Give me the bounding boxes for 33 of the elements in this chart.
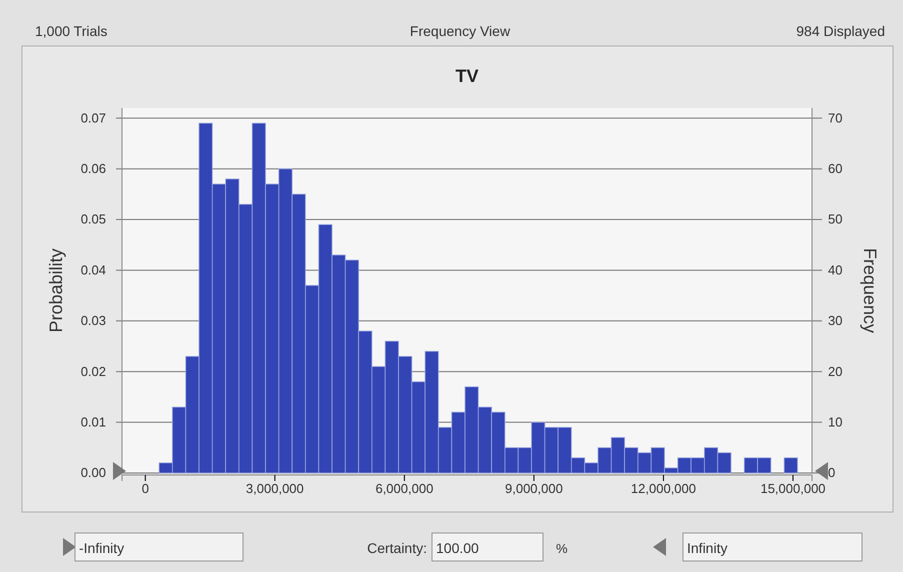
x-tick-label: 9,000,000 bbox=[505, 481, 563, 496]
y-tick-label: 0.03 bbox=[80, 313, 106, 328]
x-tick-label: 15,000,000 bbox=[760, 481, 826, 496]
y-tick-label: 0.04 bbox=[80, 262, 106, 278]
x-tick-label: 12,000,000 bbox=[630, 481, 696, 496]
y2-tick-label: 30 bbox=[828, 313, 842, 328]
y2-tick-label: 0 bbox=[828, 465, 836, 480]
y-tick-label: 0.07 bbox=[80, 110, 106, 126]
y-tick-label: 0.05 bbox=[80, 212, 106, 227]
text: 1,000 Trials bbox=[35, 23, 108, 39]
text: 984 Displayed bbox=[796, 23, 885, 39]
y-axis-title: Probability bbox=[46, 248, 66, 333]
y2-tick-label: 50 bbox=[828, 212, 842, 227]
y-tick-label: 0.01 bbox=[80, 414, 106, 430]
text: Certainty: bbox=[367, 540, 427, 556]
text-field: 100.00 bbox=[432, 532, 544, 562]
y2-tick-label: 70 bbox=[828, 110, 842, 126]
y-tick-label: 0.06 bbox=[80, 160, 106, 176]
chart-title: TV bbox=[455, 66, 479, 86]
x-tick-label: 3,000,000 bbox=[246, 481, 304, 496]
y-tick-label: 0.00 bbox=[80, 465, 106, 480]
y2-tick-label: 60 bbox=[828, 160, 842, 176]
text-field: Infinity bbox=[682, 532, 862, 562]
text: Frequency View bbox=[410, 23, 511, 39]
text-field: -Infinity bbox=[74, 532, 244, 562]
x-tick-label: 0 bbox=[142, 481, 149, 496]
y2-axis-title: Frequency bbox=[860, 248, 880, 334]
y2-tick-label: 40 bbox=[828, 262, 842, 278]
y2-tick-label: 20 bbox=[828, 364, 842, 379]
text: % bbox=[556, 541, 568, 556]
y-tick-label: 0.02 bbox=[80, 364, 106, 379]
x-tick-label: 6,000,000 bbox=[375, 481, 434, 496]
y2-tick-label: 10 bbox=[828, 414, 842, 430]
